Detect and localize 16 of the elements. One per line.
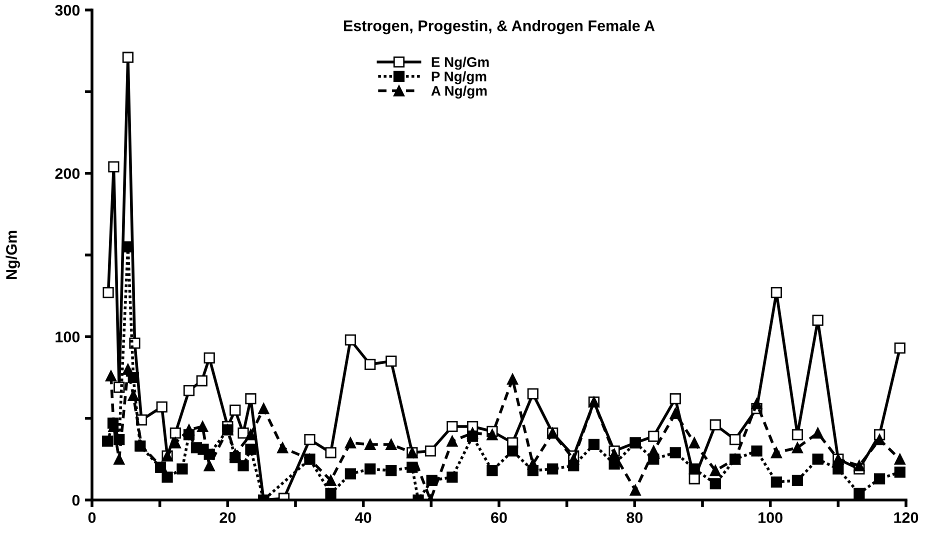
x-tick-label: 100 (758, 512, 782, 524)
y-tick-label: 300 (55, 4, 80, 16)
y-axis-title: Ng/Gm (6, 230, 20, 280)
legend-label: P Ng/gm (432, 71, 486, 84)
x-tick-label: 40 (355, 512, 372, 524)
legend-label: A Ng/gm (431, 86, 487, 99)
y-tick-label: 200 (55, 168, 80, 180)
text: Estrogen, Progestin, & Androgen Female A (344, 20, 655, 34)
y-tick-label: 100 (56, 332, 80, 342)
x-tick-label: 0 (88, 512, 96, 524)
x-tick-label: 80 (626, 512, 643, 524)
x-tick-label: 60 (491, 512, 507, 524)
y-tick-label: 0 (72, 494, 80, 506)
x-tick-label: 20 (220, 512, 236, 524)
legend-label: E Ng/Gm (432, 56, 489, 70)
x-tick-label: 120 (894, 512, 918, 524)
